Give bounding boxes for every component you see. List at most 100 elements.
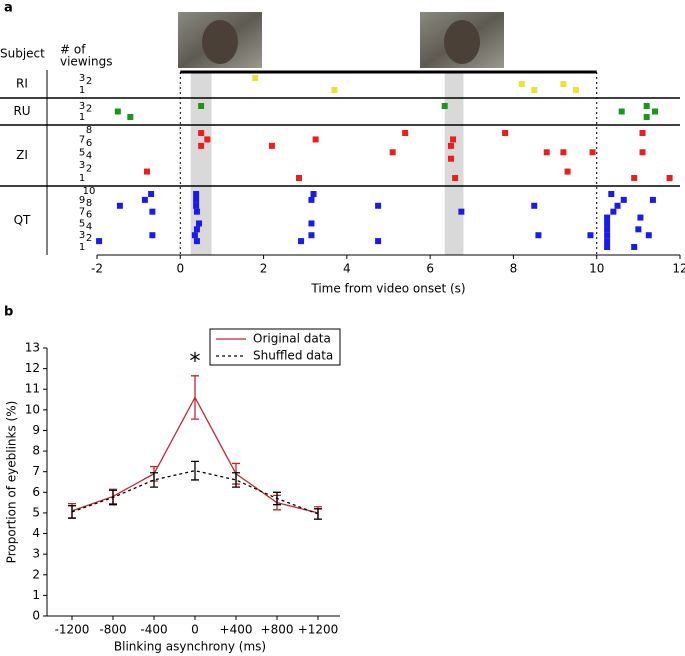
blink-marker	[193, 202, 200, 209]
blink-marker	[149, 208, 156, 215]
viewing-label: 3	[79, 230, 85, 241]
blink-marker	[310, 191, 317, 197]
panel-label: b	[4, 305, 13, 320]
y-tick-label: 3	[32, 547, 40, 561]
blink-marker	[193, 196, 200, 203]
x-tick-label: 10	[589, 262, 604, 276]
blink-marker	[608, 191, 615, 197]
blink-marker	[652, 108, 659, 115]
viewing-label: 2	[86, 104, 92, 115]
blink-marker	[635, 226, 642, 233]
y-tick-label: 6	[32, 485, 40, 499]
blink-marker	[447, 142, 454, 149]
blink-marker	[196, 220, 203, 227]
blink-marker	[604, 214, 611, 221]
x-tick-label: -800	[99, 623, 126, 637]
viewing-label: 2	[86, 164, 92, 175]
y-tick-label: 12	[25, 361, 40, 375]
blink-marker	[193, 238, 200, 245]
viewing-label: 3	[79, 73, 85, 84]
blink-marker	[193, 208, 200, 215]
x-tick-label: +1200	[298, 623, 339, 637]
subject-label: RI	[16, 77, 28, 91]
y-tick-label: 9	[32, 423, 40, 437]
blink-marker	[604, 220, 611, 227]
x-tick-label: -400	[140, 623, 167, 637]
x-tick-label: 12	[672, 262, 685, 276]
error-bar	[273, 491, 281, 506]
monkey-face	[444, 20, 480, 64]
y-tick-label: 0	[32, 609, 40, 623]
viewing-label: 7	[79, 134, 85, 145]
blink-marker	[375, 202, 382, 209]
legend-box	[209, 328, 341, 366]
blink-marker	[198, 130, 205, 136]
error-bar	[109, 489, 117, 506]
viewing-label: 6	[86, 138, 92, 149]
blink-marker	[141, 196, 148, 203]
x-tick-label: +800	[261, 623, 294, 637]
x-tick-label: 0	[176, 262, 184, 276]
x-tick-label: 4	[343, 262, 351, 276]
y-tick-label: 5	[32, 505, 40, 519]
blink-marker	[204, 136, 211, 143]
x-tick-label: +400	[220, 623, 253, 637]
blink-marker	[518, 81, 525, 87]
blink-marker	[331, 87, 338, 93]
blink-marker	[450, 136, 457, 143]
blink-marker	[312, 136, 319, 143]
viewing-label: 4	[86, 151, 92, 162]
blink-marker	[308, 196, 315, 203]
blink-marker	[114, 108, 121, 115]
viewing-label: 7	[79, 207, 85, 218]
blink-marker	[639, 130, 646, 136]
blink-marker	[560, 149, 567, 156]
blink-marker	[452, 175, 459, 181]
x-tick-label: -1200	[55, 623, 90, 637]
x-tick-label: 2	[260, 262, 268, 276]
viewing-label: 5	[79, 147, 85, 158]
blink-marker	[604, 244, 611, 250]
legend-label: Original data	[253, 332, 331, 346]
y-tick-label: 11	[25, 382, 40, 396]
x-tick-label: 0	[191, 623, 199, 637]
blink-marker	[389, 149, 396, 156]
legend-label: Shuffled data	[253, 349, 333, 363]
blink-marker	[604, 232, 611, 239]
blink-marker	[193, 226, 200, 233]
blink-marker	[198, 142, 205, 149]
blink-marker	[298, 238, 305, 245]
blink-marker	[620, 196, 627, 203]
blink-marker	[604, 226, 611, 233]
blink-marker	[604, 238, 611, 245]
blink-marker	[198, 103, 205, 109]
blink-marker	[649, 196, 656, 203]
viewing-label: 3	[79, 160, 85, 171]
panel-label: a	[4, 1, 13, 16]
blink-marker	[645, 232, 652, 239]
y-tick-label: 7	[32, 464, 40, 478]
blink-marker	[149, 232, 156, 239]
blink-marker	[643, 103, 650, 109]
highlight-span	[444, 72, 464, 255]
blink-marker	[535, 232, 542, 239]
viewing-label: 2	[86, 76, 92, 87]
viewing-label: 2	[86, 233, 92, 244]
blink-marker	[127, 114, 134, 120]
x-tick-label: 6	[426, 262, 434, 276]
monkey-face	[202, 20, 238, 64]
blink-marker	[666, 175, 673, 181]
blink-marker	[252, 75, 259, 81]
blink-marker	[502, 130, 509, 136]
blink-marker	[637, 214, 644, 221]
blink-marker	[587, 232, 594, 239]
blink-marker	[96, 238, 103, 245]
blink-marker	[618, 108, 625, 115]
blink-marker	[531, 87, 538, 93]
viewing-label: 9	[79, 195, 85, 206]
subject-header: Subject	[0, 47, 45, 61]
subject-label: QT	[14, 213, 31, 227]
y-tick-label: 1	[32, 588, 40, 602]
blink-marker	[295, 175, 302, 181]
error-bar	[150, 472, 158, 488]
